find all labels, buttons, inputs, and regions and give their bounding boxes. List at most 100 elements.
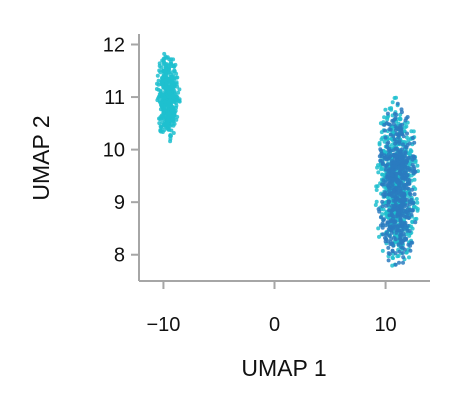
- scatter-point: [408, 149, 413, 154]
- scatter-point: [395, 101, 400, 106]
- scatter-point: [165, 121, 170, 126]
- scatter-point: [392, 220, 397, 225]
- scatter-point: [407, 200, 412, 205]
- scatter-point: [381, 192, 386, 197]
- scatter-point: [401, 159, 406, 164]
- scatter-point: [175, 95, 180, 100]
- scatter-point: [373, 203, 378, 207]
- scatter-point: [390, 263, 395, 268]
- scatter-point: [154, 87, 159, 91]
- scatter-point: [410, 208, 415, 213]
- scatter-point: [383, 223, 388, 228]
- scatter-point: [405, 223, 410, 228]
- scatter-point: [392, 224, 397, 229]
- scatter-point: [390, 255, 395, 260]
- scatter-point: [157, 116, 161, 121]
- scatter-point: [400, 155, 405, 160]
- scatter-point: [384, 157, 389, 162]
- scatter-point: [400, 251, 405, 255]
- scatter-point: [158, 128, 163, 132]
- scatter-point: [386, 251, 391, 256]
- scatter-point: [166, 127, 171, 131]
- scatter-point: [380, 182, 384, 187]
- scatter-point: [170, 75, 175, 80]
- scatter-point: [391, 188, 396, 193]
- scatter-point: [405, 131, 409, 136]
- y-ticks: 8 9 10 11 12: [103, 35, 139, 267]
- scatter-point: [393, 251, 398, 256]
- scatter-point: [382, 122, 387, 127]
- scatter-point: [405, 165, 410, 170]
- scatter-point: [411, 164, 416, 169]
- scatter-point: [385, 162, 390, 167]
- scatter-point: [403, 118, 408, 123]
- scatter-point: [380, 232, 385, 237]
- scatter-point: [414, 197, 419, 201]
- scatter-point: [165, 85, 170, 90]
- scatter-point: [405, 182, 410, 187]
- scatter-point: [162, 60, 167, 65]
- scatter-point: [378, 158, 383, 163]
- scatter-point: [410, 240, 415, 245]
- scatter-point: [415, 208, 420, 213]
- y-tick-label: 11: [104, 87, 125, 109]
- scatter-point: [398, 186, 402, 191]
- scatter-point: [387, 181, 392, 186]
- scatter-point: [410, 220, 415, 225]
- x-axis-label: UMAP 1: [241, 355, 326, 381]
- scatter-point: [382, 115, 387, 120]
- scatter-point: [389, 106, 394, 111]
- scatter-point: [399, 245, 404, 250]
- scatter-point: [398, 117, 403, 122]
- scatter-point: [163, 114, 168, 119]
- scatter-point: [164, 81, 169, 86]
- x-ticks: −10 0 10: [146, 281, 397, 336]
- scatter-point: [396, 242, 401, 247]
- scatter-point: [386, 245, 391, 250]
- scatter-point: [166, 70, 171, 75]
- scatter-point: [170, 70, 175, 75]
- scatter-point: [400, 147, 405, 152]
- scatter-point: [393, 141, 398, 146]
- scatter-point: [165, 62, 170, 67]
- scatter-point: [391, 177, 396, 182]
- scatter-point: [382, 128, 387, 133]
- scatter-point: [157, 64, 162, 68]
- scatter-point: [387, 208, 392, 213]
- scatter-point: [387, 146, 392, 151]
- scatter-point: [412, 177, 417, 182]
- scatter-point: [171, 123, 176, 128]
- scatter-point: [390, 100, 395, 105]
- scatter-point: [385, 220, 390, 225]
- scatter-point: [397, 139, 402, 144]
- scatter-point: [403, 150, 408, 154]
- scatter-point: [377, 142, 382, 147]
- scatter-point: [386, 192, 391, 197]
- scatter-point: [171, 131, 176, 135]
- scatter-point: [401, 255, 406, 260]
- scatter-point: [375, 184, 380, 189]
- scatter-point: [386, 258, 391, 263]
- scatter-point: [171, 80, 176, 85]
- scatter-point: [383, 135, 388, 140]
- y-tick-label: 8: [114, 245, 125, 267]
- scatter-point: [167, 91, 172, 96]
- scatter-point: [405, 185, 409, 190]
- scatter-points: [154, 51, 420, 268]
- scatter-point: [159, 79, 164, 84]
- scatter-point: [394, 191, 399, 196]
- x-tick-label: 0: [269, 314, 280, 336]
- scatter-point: [384, 154, 389, 159]
- scatter-point: [392, 137, 397, 142]
- scatter-point: [386, 227, 391, 232]
- scatter-point: [157, 92, 162, 97]
- scatter-point: [413, 220, 418, 225]
- scatter-point: [385, 111, 390, 116]
- scatter-point: [383, 236, 387, 240]
- scatter-point: [405, 207, 410, 212]
- scatter-point: [400, 164, 405, 168]
- scatter-point: [383, 107, 388, 112]
- scatter-point: [396, 135, 401, 140]
- scatter-point: [380, 204, 385, 209]
- scatter-point: [383, 203, 388, 208]
